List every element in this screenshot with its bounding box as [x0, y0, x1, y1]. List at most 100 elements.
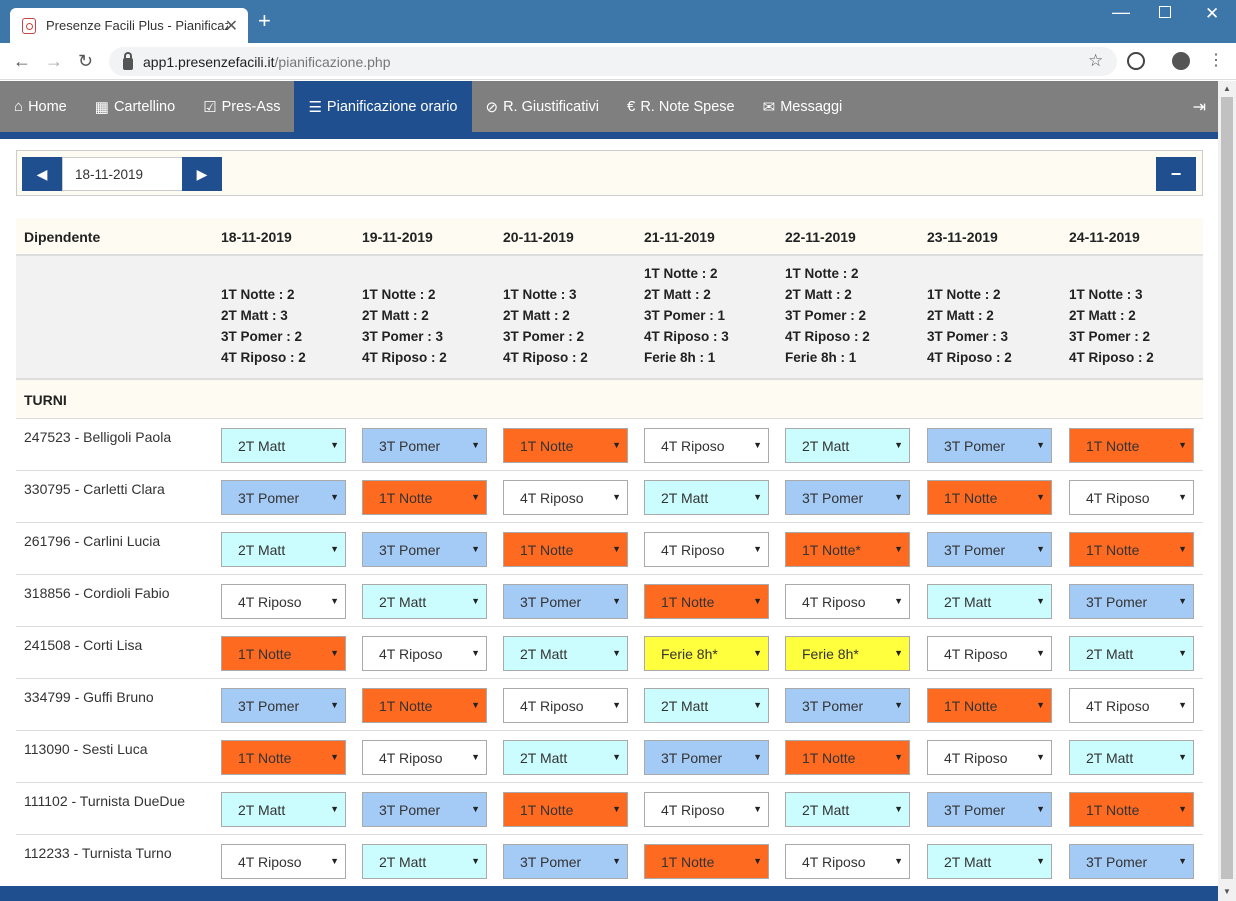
shift-select[interactable]: 3T Pomer ▼: [1069, 584, 1194, 619]
shift-select[interactable]: 4T Riposo ▼: [785, 584, 910, 619]
shift-select[interactable]: 4T Riposo ▼: [927, 636, 1052, 671]
shift-select[interactable]: 2T Matt ▼: [221, 792, 346, 827]
shift-select[interactable]: 4T Riposo ▼: [221, 584, 346, 619]
browser-tab[interactable]: Presenze Facili Plus - Pianificazione ✕: [10, 8, 248, 43]
shift-select[interactable]: 1T Notte ▼: [362, 480, 487, 515]
shift-select[interactable]: 1T Notte ▼: [927, 688, 1052, 723]
shift-select[interactable]: 3T Pomer ▼: [1069, 844, 1194, 879]
shift-select[interactable]: 1T Notte ▼: [1069, 428, 1194, 463]
shift-select[interactable]: 3T Pomer ▼: [503, 844, 628, 879]
forward-arrow-icon[interactable]: →: [45, 51, 63, 71]
shift-select[interactable]: 2T Matt ▼: [644, 480, 769, 515]
shift-select[interactable]: 1T Notte ▼: [503, 428, 628, 463]
shift-select[interactable]: 4T Riposo ▼: [362, 636, 487, 671]
nav-item-messaggi[interactable]: ✉ Messaggi: [749, 81, 857, 132]
shift-select[interactable]: 4T Riposo ▼: [1069, 480, 1194, 515]
shift-select[interactable]: 1T Notte ▼: [1069, 532, 1194, 567]
shift-select[interactable]: 2T Matt ▼: [503, 636, 628, 671]
shift-select[interactable]: 3T Pomer ▼: [927, 792, 1052, 827]
shift-select[interactable]: 2T Matt ▼: [221, 428, 346, 463]
shift-select[interactable]: 4T Riposo ▼: [644, 532, 769, 567]
shift-select[interactable]: 2T Matt ▼: [221, 532, 346, 567]
shift-select[interactable]: 2T Matt ▼: [362, 844, 487, 879]
profile-avatar-icon[interactable]: [1172, 52, 1190, 70]
shift-select[interactable]: 3T Pomer ▼: [785, 480, 910, 515]
shift-select[interactable]: 3T Pomer ▼: [362, 792, 487, 827]
shift-select[interactable]: 2T Matt ▼: [785, 792, 910, 827]
nav-item-pianificazione[interactable]: ☰ Pianificazione orario: [294, 81, 472, 132]
page-scrollbar[interactable]: ▲ ▼: [1218, 81, 1236, 901]
new-tab-button[interactable]: +: [258, 8, 271, 33]
shift-select[interactable]: 1T Notte ▼: [221, 740, 346, 775]
reload-icon[interactable]: ↻: [78, 51, 94, 71]
shift-value: 4T Riposo: [661, 437, 725, 454]
nav-item-giustificativi[interactable]: ⊘ R. Giustificativi: [472, 81, 613, 132]
shift-value: 2T Matt: [661, 489, 709, 506]
nav-item-pres-ass[interactable]: ☑ Pres-Ass: [189, 81, 294, 132]
scroll-up-icon[interactable]: ▲: [1223, 84, 1231, 93]
shift-select[interactable]: 1T Notte ▼: [221, 636, 346, 671]
nav-item-note-spese[interactable]: € R. Note Spese: [613, 81, 749, 132]
shift-select[interactable]: 1T Notte ▼: [362, 688, 487, 723]
employee-name: 330795 - Carletti Clara: [24, 481, 165, 497]
shift-select[interactable]: 4T Riposo ▼: [927, 740, 1052, 775]
scrollbar-thumb[interactable]: [1221, 97, 1233, 879]
shift-select[interactable]: 2T Matt ▼: [785, 428, 910, 463]
shift-select[interactable]: 4T Riposo ▼: [644, 792, 769, 827]
shift-select[interactable]: 3T Pomer ▼: [362, 532, 487, 567]
shift-select[interactable]: 2T Matt ▼: [1069, 636, 1194, 671]
maximize-icon[interactable]: [1159, 6, 1171, 18]
shift-select[interactable]: 1T Notte ▼: [503, 532, 628, 567]
shift-select[interactable]: 3T Pomer ▼: [927, 428, 1052, 463]
shift-select[interactable]: 1T Notte ▼: [503, 792, 628, 827]
shift-select[interactable]: 4T Riposo ▼: [644, 428, 769, 463]
nav-item-home[interactable]: ⌂ Home: [0, 81, 81, 132]
shift-select[interactable]: 4T Riposo ▼: [785, 844, 910, 879]
shift-select[interactable]: 1T Notte ▼: [1069, 792, 1194, 827]
shift-select[interactable]: 4T Riposo ▼: [503, 480, 628, 515]
next-week-button[interactable]: ▶: [182, 157, 222, 191]
paperclip-icon: ⊘: [485, 98, 499, 116]
shift-select[interactable]: 3T Pomer ▼: [362, 428, 487, 463]
shift-select[interactable]: 3T Pomer ▼: [221, 688, 346, 723]
browser-menu-icon[interactable]: ⋮: [1208, 52, 1224, 69]
scroll-down-icon[interactable]: ▼: [1223, 887, 1231, 896]
shift-select[interactable]: Ferie 8h* ▼: [644, 636, 769, 671]
shift-select[interactable]: 2T Matt ▼: [503, 740, 628, 775]
date-input[interactable]: 18-11-2019: [62, 157, 183, 191]
shift-select[interactable]: 1T Notte* ▼: [785, 532, 910, 567]
shift-select[interactable]: 4T Riposo ▼: [503, 688, 628, 723]
shift-select[interactable]: 4T Riposo ▼: [362, 740, 487, 775]
shift-select[interactable]: 4T Riposo ▼: [221, 844, 346, 879]
prev-week-button[interactable]: ◀: [22, 157, 62, 191]
bookmark-star-icon[interactable]: ☆: [1088, 51, 1104, 70]
shift-select[interactable]: Ferie 8h* ▼: [785, 636, 910, 671]
shift-select[interactable]: 2T Matt ▼: [644, 688, 769, 723]
nav-item-cartellino[interactable]: ▦ Cartellino: [81, 81, 189, 132]
shift-select[interactable]: 4T Riposo ▼: [1069, 688, 1194, 723]
collapse-button[interactable]: −: [1156, 157, 1196, 191]
shift-select[interactable]: 3T Pomer ▼: [503, 584, 628, 619]
nav-item-label: Pianificazione orario: [326, 98, 458, 115]
shift-select[interactable]: 1T Notte ▼: [644, 844, 769, 879]
dropdown-arrow-icon: ▼: [1036, 492, 1045, 502]
shift-select[interactable]: 3T Pomer ▼: [785, 688, 910, 723]
shift-select[interactable]: 2T Matt ▼: [362, 584, 487, 619]
minimize-icon[interactable]: —: [1112, 2, 1130, 22]
shift-select[interactable]: 2T Matt ▼: [1069, 740, 1194, 775]
shift-select[interactable]: 3T Pomer ▼: [927, 532, 1052, 567]
shift-select[interactable]: 2T Matt ▼: [927, 584, 1052, 619]
shift-select[interactable]: 3T Pomer ▼: [221, 480, 346, 515]
address-bar[interactable]: app1.presenzefacili.it/pianificazione.ph…: [109, 47, 1117, 76]
tab-close-icon[interactable]: ✕: [224, 18, 238, 35]
back-arrow-icon[interactable]: ←: [13, 51, 31, 71]
shift-select[interactable]: 3T Pomer ▼: [644, 740, 769, 775]
shift-select[interactable]: 1T Notte ▼: [927, 480, 1052, 515]
shift-select[interactable]: 2T Matt ▼: [927, 844, 1052, 879]
shift-select[interactable]: 1T Notte ▼: [785, 740, 910, 775]
extension-icon[interactable]: [1127, 52, 1145, 70]
shift-value: 4T Riposo: [802, 593, 866, 610]
shift-select[interactable]: 1T Notte ▼: [644, 584, 769, 619]
close-window-icon[interactable]: ✕: [1205, 4, 1220, 23]
logout-icon[interactable]: ⇥: [1192, 99, 1206, 116]
